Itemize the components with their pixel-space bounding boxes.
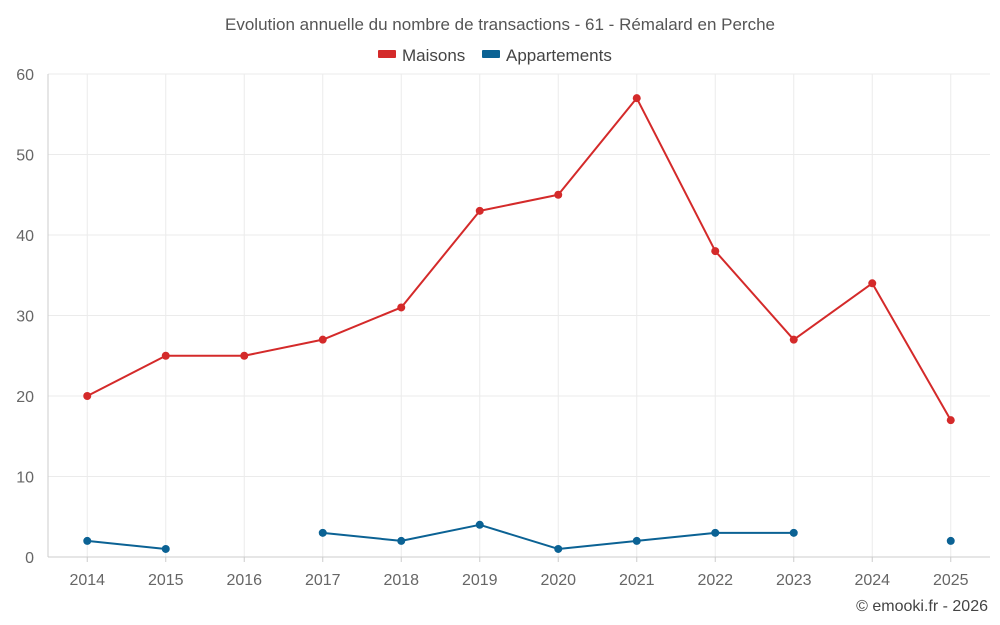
- legend: Maisons Appartements: [378, 46, 612, 65]
- data-point-maisons-2017[interactable]: [318, 335, 327, 344]
- x-tick-label: 2019: [462, 572, 498, 589]
- x-tick-label: 2023: [776, 572, 812, 589]
- data-point-maisons-2025[interactable]: [946, 416, 955, 425]
- x-tick-label: 2016: [226, 572, 262, 589]
- y-tick-label: 10: [16, 470, 34, 487]
- y-tick-label: 50: [16, 148, 34, 165]
- data-point-maisons-2023[interactable]: [789, 335, 798, 344]
- data-point-appartements-2019[interactable]: [475, 520, 484, 529]
- y-tick-label: 0: [25, 550, 34, 567]
- x-tick-label: 2025: [933, 572, 969, 589]
- data-point-appartements-2014[interactable]: [83, 536, 92, 545]
- x-tick-label: 2017: [305, 572, 341, 589]
- data-point-appartements-2021[interactable]: [632, 536, 641, 545]
- data-point-appartements-2017[interactable]: [318, 528, 327, 537]
- data-point-maisons-2019[interactable]: [475, 206, 484, 215]
- grid-lines: [48, 73, 990, 557]
- credit-text: © emooki.fr - 2026: [856, 598, 988, 615]
- x-tick-label: 2021: [619, 572, 655, 589]
- data-point-appartements-2018[interactable]: [397, 536, 406, 545]
- x-tick-label: 2015: [148, 572, 184, 589]
- data-point-maisons-2016[interactable]: [240, 351, 249, 360]
- y-tick-label: 40: [16, 228, 34, 245]
- data-point-appartements-2022[interactable]: [711, 528, 720, 537]
- legend-label-maisons[interactable]: Maisons: [402, 46, 465, 65]
- x-tick-label: 2022: [697, 572, 733, 589]
- series-layer: [83, 94, 955, 553]
- data-point-appartements-2023[interactable]: [789, 528, 798, 537]
- legend-label-appartements[interactable]: Appartements: [506, 46, 612, 65]
- data-point-maisons-2024[interactable]: [868, 279, 877, 288]
- series-line-maisons: [86, 97, 952, 421]
- data-point-appartements-2025[interactable]: [946, 536, 955, 545]
- legend-swatch-appartements: [482, 50, 500, 58]
- data-point-maisons-2018[interactable]: [397, 303, 406, 312]
- x-axis: 2014 2015 2016 2017 2018 2019 2020 2021 2022 2023…: [48, 556, 990, 589]
- series-appartements: [83, 520, 955, 553]
- data-point-maisons-2021[interactable]: [632, 94, 641, 103]
- x-tick-label: 2024: [854, 572, 890, 589]
- series-line-appartements: [87, 539, 166, 550]
- data-point-appartements-2020[interactable]: [554, 544, 563, 553]
- y-tick-label: 20: [16, 389, 34, 406]
- y-axis: 0 10 20 30 40 50 60: [16, 67, 49, 567]
- data-point-appartements-2015[interactable]: [161, 544, 170, 553]
- y-tick-label: 60: [16, 67, 34, 84]
- legend-swatch-maisons: [378, 50, 396, 58]
- x-tick-label: 2018: [383, 572, 419, 589]
- data-point-maisons-2015[interactable]: [161, 351, 170, 360]
- series-maisons: [83, 94, 955, 425]
- data-point-maisons-2020[interactable]: [554, 190, 563, 199]
- data-point-maisons-2014[interactable]: [83, 392, 92, 400]
- x-tick-label: 2014: [69, 572, 105, 589]
- chart-title: Evolution annuelle du nombre de transact…: [225, 15, 775, 34]
- data-point-maisons-2022[interactable]: [711, 247, 720, 256]
- y-tick-label: 30: [16, 309, 34, 326]
- x-tick-label: 2020: [540, 572, 576, 589]
